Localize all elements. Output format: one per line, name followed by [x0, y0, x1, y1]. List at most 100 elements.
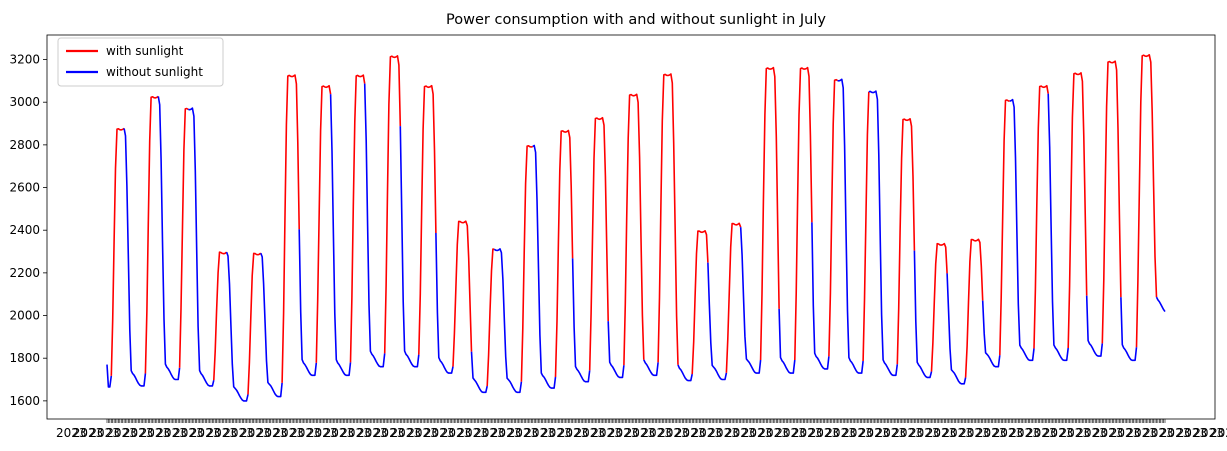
series-without-sunlight-segment — [188, 107, 215, 387]
x-tick-label: 2023 — [792, 426, 823, 440]
x-tick-label: 2023 — [1026, 426, 1057, 440]
x-tick-label: 2023 — [809, 426, 840, 440]
series-with-sunlight-segment — [144, 95, 159, 374]
x-tick-label: 2023 — [441, 426, 472, 440]
series-with-sunlight-segment — [247, 252, 262, 395]
x-tick-label: 2023 — [1193, 426, 1224, 440]
x-tick-label: 2023 — [825, 426, 856, 440]
series-with-sunlight-segment — [554, 129, 574, 378]
x-tick-label: 2023 — [1177, 426, 1208, 440]
x-tick-label: 2023 — [156, 426, 187, 440]
plot-area — [46, 34, 1216, 420]
x-tick-label: 2023 — [608, 426, 639, 440]
x-tick-label: 2023 — [1160, 426, 1191, 440]
series-without-sunlight-segment — [435, 232, 454, 374]
series-without-sunlight-segment — [707, 262, 728, 381]
series-with-sunlight-segment — [178, 107, 189, 368]
y-tick-label: 1800 — [9, 351, 40, 365]
series-with-sunlight-segment — [486, 248, 495, 387]
x-tick-label: 2023 — [407, 426, 438, 440]
x-tick-label: 2023 — [340, 426, 371, 440]
x-tick-label: 2023 — [909, 426, 940, 440]
x-tick-label: 2023 — [73, 426, 104, 440]
series-with-sunlight-segment — [725, 222, 742, 373]
series-without-sunlight-segment — [399, 126, 420, 368]
series-with-sunlight-segment — [315, 84, 332, 363]
x-tick-label: 2023 — [575, 426, 606, 440]
series-with-sunlight-segment — [691, 230, 709, 375]
y-tick-label: 2000 — [9, 309, 40, 323]
series-with-sunlight-segment — [452, 220, 473, 367]
x-tick-label: 2023 — [658, 426, 689, 440]
x-tick-label: 2023 — [474, 426, 505, 440]
series-without-sunlight-segment — [1009, 98, 1035, 362]
y-tick-label: 1600 — [9, 394, 40, 408]
series-with-sunlight-segment — [110, 127, 125, 376]
legend-label-with-sunlight: with sunlight — [106, 44, 184, 58]
x-tick-label: 2023 — [876, 426, 907, 440]
series-without-sunlight-segment — [106, 364, 113, 388]
series-without-sunlight-segment — [493, 248, 523, 394]
x-tick-label: 2023 — [742, 426, 773, 440]
x-tick-label: 2023 — [123, 426, 154, 440]
series-without-sunlight-segment — [571, 258, 591, 383]
x-tick-label: 2023 — [106, 426, 137, 440]
x-tick-label: 2023 — [257, 426, 288, 440]
x-tick-label: 2023 — [976, 426, 1007, 440]
x-tick-label: 2023 — [1126, 426, 1157, 440]
series-with-sunlight-segment — [657, 73, 679, 365]
x-tick-label: 2023 — [558, 426, 589, 440]
series-with-sunlight-segment — [759, 66, 780, 361]
x-tick-label: 2023 — [591, 426, 622, 440]
x-tick-label: 2023 — [457, 426, 488, 440]
series-with-sunlight-segment — [1067, 72, 1088, 349]
x-tick-label: 2023 — [758, 426, 789, 440]
series-without-sunlight-segment — [778, 308, 796, 374]
x-tick-label: 2023 — [725, 426, 756, 440]
series-with-sunlight-segment — [964, 238, 984, 378]
x-tick-label: 2023 — [1143, 426, 1174, 440]
x-tick-label: 2023 — [207, 426, 238, 440]
series-without-sunlight-segment — [739, 227, 762, 374]
series-without-sunlight-segment — [1155, 296, 1166, 313]
series-without-sunlight-segment — [837, 78, 864, 374]
x-tick-label: 2023 — [1110, 426, 1141, 440]
x-tick-label: 2023 — [56, 426, 87, 440]
series-with-sunlight-segment — [896, 118, 916, 365]
series-without-sunlight-segment — [643, 359, 659, 377]
series-without-sunlight-segment — [329, 94, 352, 377]
series-without-sunlight-segment — [913, 250, 933, 379]
series-with-sunlight-segment — [349, 74, 366, 363]
series-without-sunlight-segment — [946, 273, 967, 385]
x-tick-label: 2023 — [140, 426, 171, 440]
x-tick-label: 2023 — [1093, 426, 1124, 440]
series-with-sunlight-segment — [794, 66, 813, 361]
x-tick-label: 2023 — [89, 426, 120, 440]
x-axis: 2023202320232023202320232023202320232023… — [56, 419, 1227, 440]
legend-label-without-sunlight: without sunlight — [106, 65, 203, 79]
x-tick-label: 2023 — [508, 426, 539, 440]
y-tick-label: 3200 — [9, 53, 40, 67]
series-with-sunlight-segment — [999, 99, 1010, 356]
y-tick-label: 2600 — [9, 181, 40, 195]
x-tick-label: 2023 — [1210, 426, 1227, 440]
x-tick-label: 2023 — [625, 426, 656, 440]
series-without-sunlight-segment — [811, 222, 830, 370]
series-with-sunlight-segment — [930, 242, 948, 372]
x-tick-label: 2023 — [842, 426, 873, 440]
series-without-sunlight-segment — [868, 90, 899, 377]
y-tick-label: 2800 — [9, 138, 40, 152]
x-tick-label: 2023 — [307, 426, 338, 440]
chart-title: Power consumption with and without sunli… — [446, 12, 826, 28]
x-tick-label: 2023 — [926, 426, 957, 440]
y-axis: 1600 1800 2000 2200 2400 2600 2800 3000 3200 — [9, 53, 47, 408]
x-tick-label: 2023 — [959, 426, 990, 440]
x-tick-label: 2023 — [1060, 426, 1091, 440]
series-with-sunlight-segment — [418, 84, 437, 355]
x-tick-label: 2023 — [692, 426, 723, 440]
series-without-sunlight-segment — [157, 96, 181, 381]
series-without-sunlight-segment — [1047, 93, 1069, 362]
series-with-sunlight-segment — [1033, 84, 1049, 349]
series-without-sunlight-segment — [607, 321, 625, 379]
